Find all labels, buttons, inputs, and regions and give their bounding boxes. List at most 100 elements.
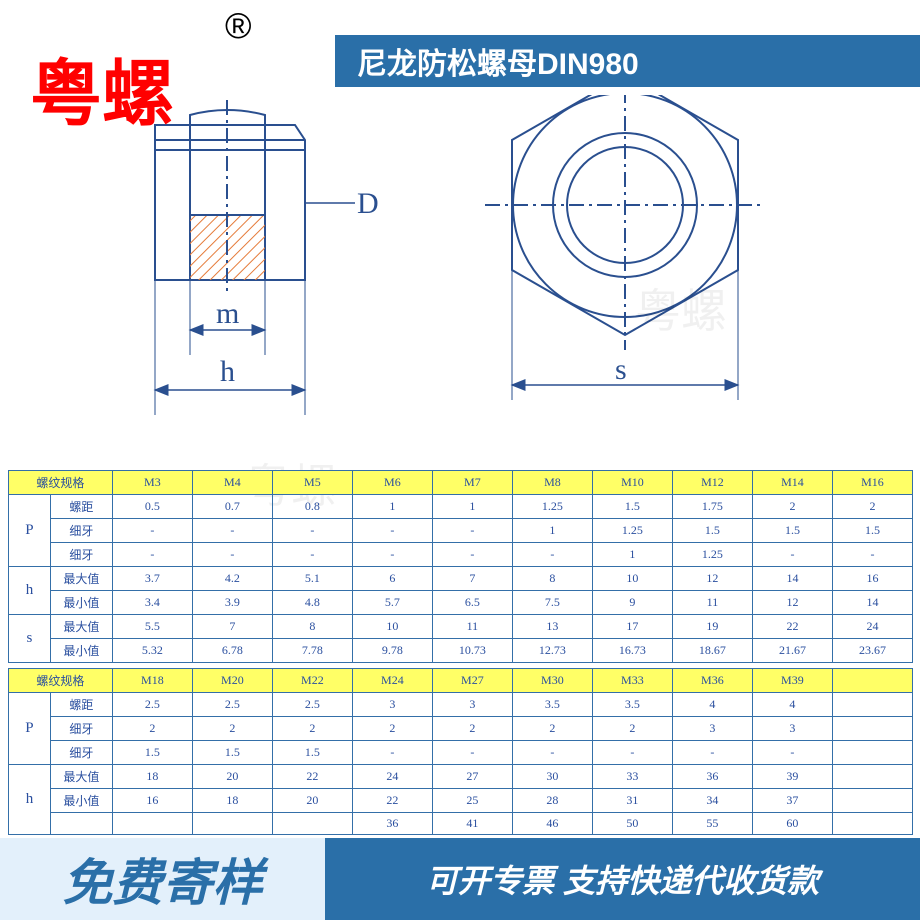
table-cell: -: [752, 543, 832, 567]
size-header: M30: [512, 669, 592, 693]
size-header: M4: [192, 471, 272, 495]
table-cell: 30: [512, 765, 592, 789]
table-cell: -: [432, 543, 512, 567]
row-label: 细牙: [50, 717, 112, 741]
row-label: 细牙: [50, 543, 112, 567]
table-cell: 1.5: [592, 495, 672, 519]
table-cell: 1.5: [672, 519, 752, 543]
table-cell: 6: [352, 567, 432, 591]
table-cell: 5.1: [272, 567, 352, 591]
title-bar: 尼龙防松螺母DIN980: [335, 35, 920, 87]
table-cell: 10.73: [432, 639, 512, 663]
table-cell: -: [352, 741, 432, 765]
table-cell: 36: [352, 813, 432, 835]
table-cell: 27: [432, 765, 512, 789]
table-cell: 16: [832, 567, 912, 591]
table-cell: 1: [432, 495, 512, 519]
table-cell: [192, 813, 272, 835]
table-cell: -: [512, 741, 592, 765]
table-cell: 3.5: [592, 693, 672, 717]
table-header-label: 螺纹规格: [9, 471, 113, 495]
table-cell: 22: [272, 765, 352, 789]
table-cell: -: [832, 543, 912, 567]
table-cell: 8: [512, 567, 592, 591]
row-label: 最小值: [50, 591, 112, 615]
size-header: M14: [752, 471, 832, 495]
row-label: 螺距: [50, 495, 112, 519]
table-row: 364146505560: [9, 813, 913, 835]
table-cell: 2.5: [112, 693, 192, 717]
table-row: 最小值161820222528313437: [9, 789, 913, 813]
table-cell: 2: [832, 495, 912, 519]
empty-cell: [832, 693, 912, 717]
empty-cell: [832, 813, 912, 835]
group-symbol: h: [9, 567, 51, 615]
size-header: M16: [832, 471, 912, 495]
footer-left: 免费寄样: [0, 838, 325, 920]
group-symbol: h: [9, 765, 51, 835]
table-cell: 3.5: [512, 693, 592, 717]
dim-label-s: s: [615, 353, 627, 387]
footer-right-text: 可开专票 支持快递代收货款: [426, 856, 819, 902]
table-cell: 2: [592, 717, 672, 741]
table-cell: 7.5: [512, 591, 592, 615]
size-header: M7: [432, 471, 512, 495]
table-cell: 1.25: [672, 543, 752, 567]
table-cell: 41: [432, 813, 512, 835]
table-cell: 34: [672, 789, 752, 813]
dim-label-m: m: [216, 297, 239, 331]
table-cell: 28: [512, 789, 592, 813]
table-cell: 2.5: [272, 693, 352, 717]
table-cell: 60: [752, 813, 832, 835]
table-cell: -: [512, 543, 592, 567]
brand-logo: 粤螺: [30, 35, 174, 140]
row-label: 细牙: [50, 741, 112, 765]
table-cell: -: [592, 741, 672, 765]
size-header: M24: [352, 669, 432, 693]
table-cell: 1: [512, 519, 592, 543]
table-cell: 12: [752, 591, 832, 615]
table-cell: 6.78: [192, 639, 272, 663]
size-header: M8: [512, 471, 592, 495]
table-header-label: 螺纹规格: [9, 669, 113, 693]
table-cell: 1: [592, 543, 672, 567]
table-cell: 13: [512, 615, 592, 639]
table-cell: 21.67: [752, 639, 832, 663]
table-cell: 36: [672, 765, 752, 789]
table-cell: -: [192, 519, 272, 543]
table-cell: 0.7: [192, 495, 272, 519]
table-cell: 12: [672, 567, 752, 591]
table-cell: 3: [752, 717, 832, 741]
table-cell: 14: [752, 567, 832, 591]
table-cell: -: [352, 543, 432, 567]
table-row: 细牙222222233: [9, 717, 913, 741]
table-cell: 10: [352, 615, 432, 639]
table-cell: 37: [752, 789, 832, 813]
table-cell: 1.25: [512, 495, 592, 519]
table-cell: 1: [352, 495, 432, 519]
table-cell: 17: [592, 615, 672, 639]
size-header: M33: [592, 669, 672, 693]
table-row: P螺距2.52.52.5333.53.544: [9, 693, 913, 717]
group-symbol: P: [9, 495, 51, 567]
footer-bar: 免费寄样 可开专票 支持快递代收货款: [0, 838, 920, 920]
table-cell: 16: [112, 789, 192, 813]
table-cell: 3: [672, 717, 752, 741]
table-cell: 23.67: [832, 639, 912, 663]
row-label: 最小值: [50, 789, 112, 813]
table-cell: 16.73: [592, 639, 672, 663]
size-header: M39: [752, 669, 832, 693]
table-cell: 11: [672, 591, 752, 615]
table-cell: 31: [592, 789, 672, 813]
table-cell: 50: [592, 813, 672, 835]
table-cell: 2: [512, 717, 592, 741]
table-row: 细牙------11.25--: [9, 543, 913, 567]
size-header: M6: [352, 471, 432, 495]
table-cell: 5.7: [352, 591, 432, 615]
table-row: 细牙-----11.251.51.51.5: [9, 519, 913, 543]
table-cell: 18.67: [672, 639, 752, 663]
table-cell: 2.5: [192, 693, 272, 717]
table-cell: 4: [672, 693, 752, 717]
table-cell: 1.25: [592, 519, 672, 543]
group-symbol: P: [9, 693, 51, 765]
